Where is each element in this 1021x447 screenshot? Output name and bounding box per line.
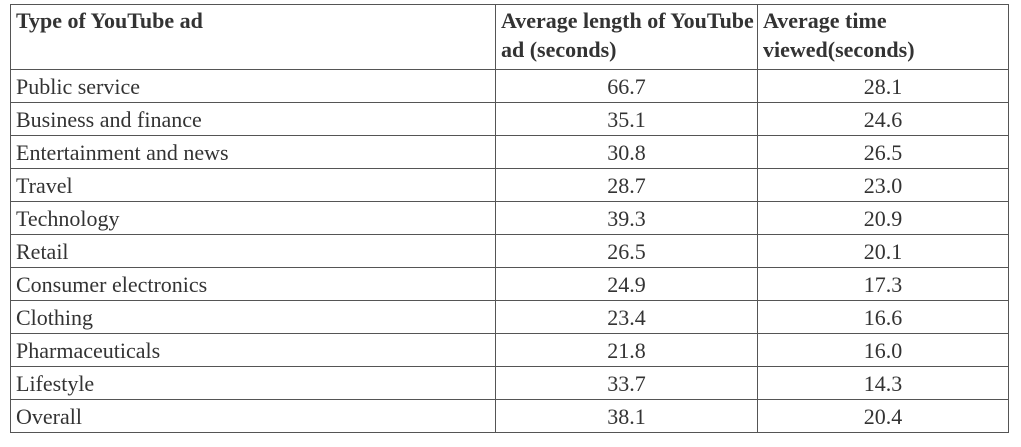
table-row: Business and finance 35.1 24.6 [10, 102, 1009, 136]
category-cell: Clothing [10, 300, 496, 334]
table-row: Consumer electronics 24.9 17.3 [10, 267, 1009, 301]
category-cell: Technology [10, 201, 496, 235]
value-cell: 38.1 [495, 399, 758, 433]
table-row: Overall 38.1 20.4 [10, 399, 1009, 433]
value-cell: 20.4 [757, 399, 1009, 433]
category-cell: Retail [10, 234, 496, 268]
category-cell: Overall [10, 399, 496, 433]
value-cell: 24.6 [757, 102, 1009, 136]
category-cell: Pharmaceuticals [10, 333, 496, 367]
table-row: Pharmaceuticals 21.8 16.0 [10, 333, 1009, 367]
category-cell: Entertainment and news [10, 135, 496, 169]
value-cell: 66.7 [495, 69, 758, 103]
table-row: Public service 66.7 28.1 [10, 69, 1009, 103]
value-cell: 17.3 [757, 267, 1009, 301]
value-cell: 33.7 [495, 366, 758, 400]
table-row: Lifestyle 33.7 14.3 [10, 366, 1009, 400]
header-cell: Average length of YouTube ad (seconds) [495, 4, 758, 70]
value-cell: 28.7 [495, 168, 758, 202]
category-cell: Lifestyle [10, 366, 496, 400]
value-cell: 30.8 [495, 135, 758, 169]
value-cell: 35.1 [495, 102, 758, 136]
value-cell: 20.9 [757, 201, 1009, 235]
table-row: Entertainment and news 30.8 26.5 [10, 135, 1009, 169]
category-cell: Business and finance [10, 102, 496, 136]
table-row: Clothing 23.4 16.6 [10, 300, 1009, 334]
header-cell: Average time viewed(seconds) [757, 4, 1009, 70]
value-cell: 16.6 [757, 300, 1009, 334]
value-cell: 21.8 [495, 333, 758, 367]
value-cell: 14.3 [757, 366, 1009, 400]
value-cell: 28.1 [757, 69, 1009, 103]
value-cell: 39.3 [495, 201, 758, 235]
table-row: Travel 28.7 23.0 [10, 168, 1009, 202]
category-cell: Consumer electronics [10, 267, 496, 301]
header-row: Type of YouTube ad Average length of YouT… [10, 4, 1009, 70]
value-cell: 23.4 [495, 300, 758, 334]
table-container: Type of YouTube ad Average length of YouT… [10, 4, 1009, 433]
value-cell: 20.1 [757, 234, 1009, 268]
value-cell: 24.9 [495, 267, 758, 301]
table-row: Technology 39.3 20.9 [10, 201, 1009, 235]
value-cell: 23.0 [757, 168, 1009, 202]
category-cell: Public service [10, 69, 496, 103]
value-cell: 26.5 [495, 234, 758, 268]
value-cell: 16.0 [757, 333, 1009, 367]
header-cell: Type of YouTube ad [10, 4, 496, 70]
value-cell: 26.5 [757, 135, 1009, 169]
table-row: Retail 26.5 20.1 [10, 234, 1009, 268]
data-table: Type of YouTube ad Average length of YouT… [10, 4, 1009, 433]
category-cell: Travel [10, 168, 496, 202]
